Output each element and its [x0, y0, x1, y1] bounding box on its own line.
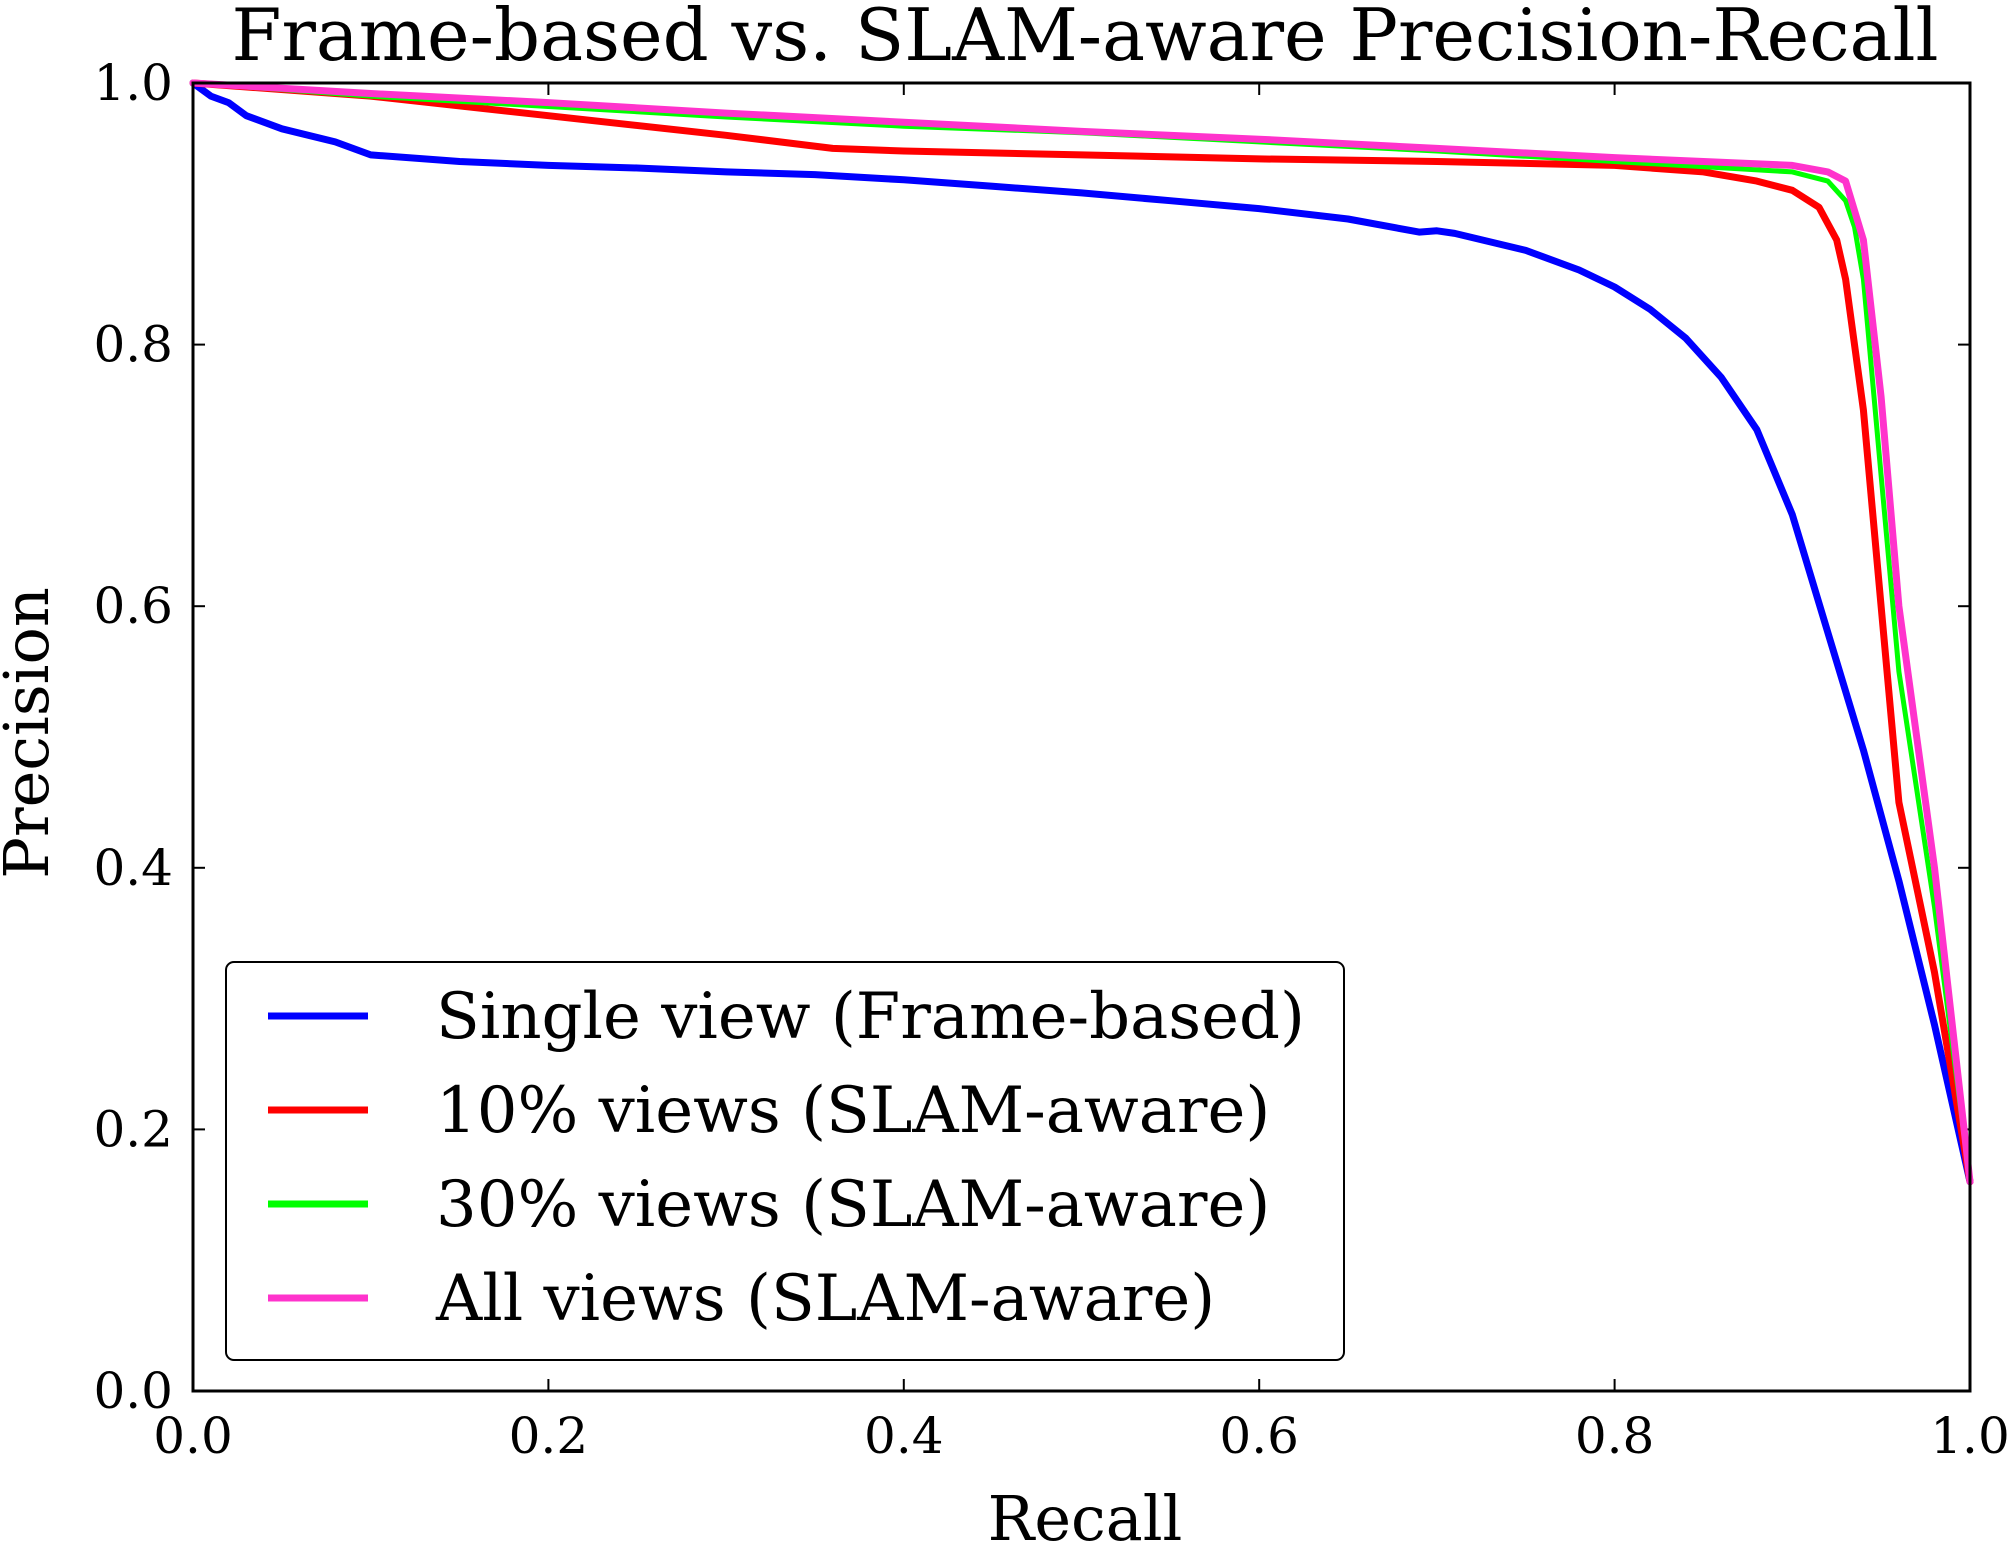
x-axis-title: Recall — [988, 1482, 1183, 1546]
legend-label-3: 30% views (SLAM-aware) — [436, 1168, 1270, 1242]
x-tick-label: 0.2 — [509, 1407, 589, 1465]
x-tick-label: 0.4 — [864, 1407, 944, 1465]
x-tick-label: 1.0 — [1930, 1407, 2010, 1465]
x-tick-label: 0.8 — [1575, 1407, 1655, 1465]
y-tick-label: 0.2 — [93, 1100, 173, 1158]
legend-label-1: Single view (Frame-based) — [436, 980, 1305, 1054]
legend-label-2: 10% views (SLAM-aware) — [436, 1074, 1270, 1148]
y-tick-label: 1.0 — [93, 54, 173, 112]
legend-box — [225, 961, 1345, 1361]
plot-frame — [191, 81, 1972, 1393]
y-tick-label: 0.8 — [93, 316, 173, 374]
series-line-4 — [189, 79, 1974, 1186]
y-tick-label: 0.6 — [93, 577, 173, 635]
x-tick-label: 0.0 — [153, 1407, 233, 1465]
legend: Single view (Frame-based) 10% views (SLAM… — [225, 961, 1345, 1361]
legend-label-4: All views (SLAM-aware) — [435, 1262, 1215, 1336]
series-line-1 — [189, 79, 1974, 1186]
chart-title: Frame-based vs. SLAM-aware Precision-Rec… — [231, 0, 1938, 77]
series-line-3 — [190, 80, 1973, 1185]
series-line-2 — [189, 79, 1974, 1186]
y-axis-title: Precision — [0, 587, 63, 879]
y-tick-label: 0.0 — [93, 1362, 173, 1420]
y-tick-label: 0.4 — [93, 839, 173, 897]
series-lines — [189, 79, 1974, 1186]
x-tick-label: 0.6 — [1219, 1407, 1299, 1465]
x-axis-ticks: 0.0 0.2 0.4 0.6 0.8 1.0 — [153, 83, 2010, 1465]
y-axis-ticks: 0.0 0.2 0.4 0.6 0.8 1.0 — [93, 54, 1970, 1420]
